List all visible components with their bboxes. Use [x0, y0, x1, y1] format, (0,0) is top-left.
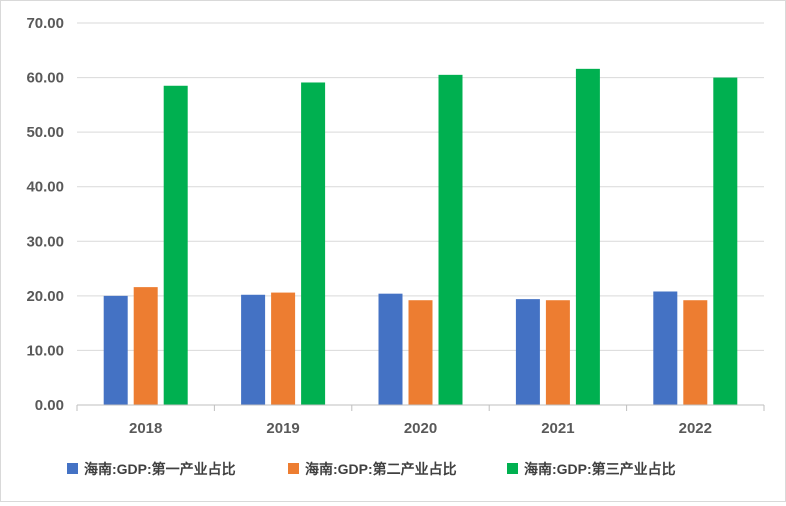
x-axis-tick-labels: 2018 2019 2020 2021 2022 [129, 420, 712, 437]
legend-item-2: 海南:GDP:第二产业占比 [288, 461, 457, 477]
y-axis-tick-labels: 0.00 10.00 20.00 30.00 40.00 50.00 60.00 70.00 [26, 15, 64, 414]
y-tick-label: 50.00 [26, 124, 64, 141]
x-tick-label: 2019 [266, 420, 299, 437]
legend-label: 海南:GDP:第二产业占比 [305, 461, 457, 477]
legend-swatch [288, 463, 299, 474]
y-tick-label: 20.00 [26, 288, 64, 305]
legend-label: 海南:GDP:第三产业占比 [524, 461, 676, 477]
bar-series-1-2020 [378, 293, 403, 405]
bar-series-1-2018 [103, 295, 128, 405]
y-tick-label: 60.00 [26, 70, 64, 87]
y-tick-label: 70.00 [26, 15, 64, 32]
bar-series-2-2022 [683, 300, 708, 405]
x-tick-label: 2020 [404, 420, 437, 437]
bar-series-2-2018 [133, 287, 158, 405]
legend-item-1: 海南:GDP:第一产业占比 [67, 461, 236, 477]
legend: 海南:GDP:第一产业占比 海南:GDP:第二产业占比 海南:GDP:第三产业占比 [67, 461, 676, 477]
bar-series-3-2018 [163, 85, 188, 405]
legend-swatch [67, 463, 78, 474]
bar-series-1-2022 [653, 291, 678, 405]
y-tick-label: 10.00 [26, 342, 64, 359]
bar-series-2-2020 [408, 300, 433, 405]
x-tick-label: 2018 [129, 420, 162, 437]
bar-series-3-2022 [713, 77, 738, 406]
bar-series-3-2021 [575, 68, 600, 405]
x-axis [76, 404, 765, 411]
bar-series-2-2021 [545, 300, 570, 405]
bar-series-2-2019 [271, 292, 296, 405]
bar-series-3-2019 [301, 82, 326, 406]
bars [103, 68, 738, 406]
bar-series-1-2019 [241, 294, 266, 405]
legend-label: 海南:GDP:第一产业占比 [84, 461, 236, 477]
x-tick-label: 2021 [541, 420, 574, 437]
gridlines [77, 22, 764, 351]
legend-item-3: 海南:GDP:第三产业占比 [507, 461, 676, 477]
y-tick-label: 0.00 [35, 397, 64, 414]
y-tick-label: 30.00 [26, 233, 64, 250]
bar-series-1-2021 [515, 299, 540, 405]
bar-series-3-2020 [438, 74, 463, 405]
x-tick-label: 2022 [679, 420, 712, 437]
y-tick-label: 40.00 [26, 179, 64, 196]
legend-swatch [507, 463, 518, 474]
